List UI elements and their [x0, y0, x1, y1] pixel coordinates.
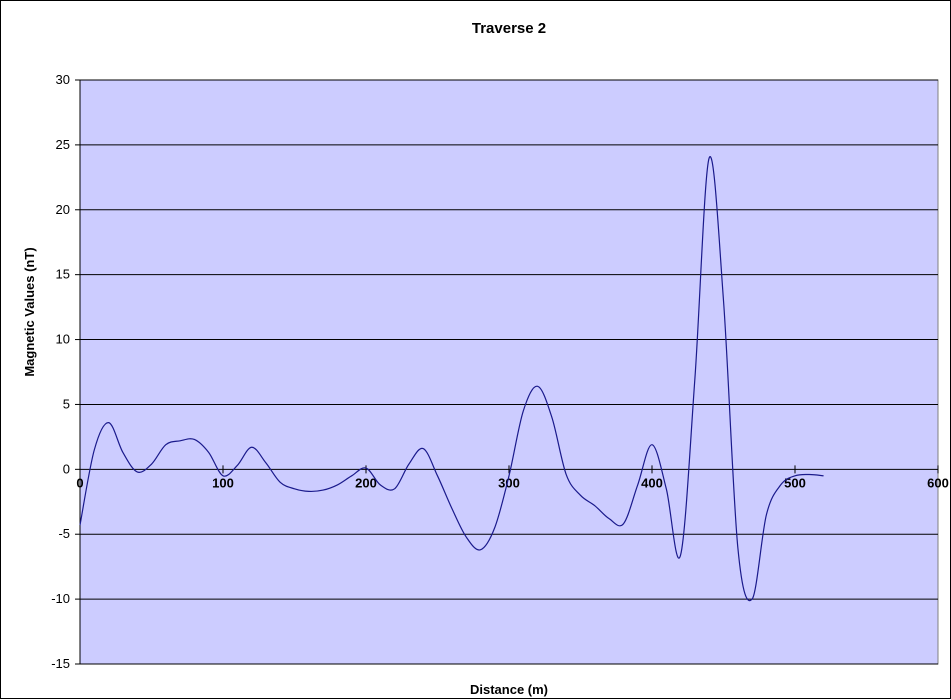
y-tick-label: 20 — [56, 202, 70, 217]
chart-title: Traverse 2 — [472, 20, 546, 37]
x-tick-label: 300 — [498, 475, 520, 490]
y-tick-label: -15 — [51, 656, 70, 671]
y-tick-label: -5 — [58, 526, 70, 541]
y-tick-label: 5 — [63, 396, 70, 411]
series-line — [79, 156, 824, 602]
y-tick-label: 25 — [56, 137, 70, 152]
y-tick-label: 15 — [56, 267, 70, 282]
y-tick-label: 30 — [56, 72, 70, 87]
plot-area — [79, 79, 939, 665]
x-tick-label: 0 — [76, 475, 83, 490]
y-axis-title: Magnetic Values (nT) — [22, 247, 37, 376]
y-tick-label: 10 — [56, 332, 70, 347]
x-tick-label: 200 — [355, 475, 377, 490]
x-tick-label: 600 — [927, 475, 949, 490]
x-tick-labels: 0 100 200 300 400 500 600 — [76, 465, 949, 490]
y-tick-label: -10 — [51, 591, 70, 606]
y-tick-labels: 30 25 20 15 10 5 0 -5 -10 -15 — [51, 72, 80, 671]
gridlines — [80, 79, 938, 665]
x-tick-label: 100 — [212, 475, 234, 490]
x-tick-label: 500 — [784, 475, 806, 490]
x-axis-title: Distance (m) — [470, 682, 548, 697]
x-tick-label: 400 — [641, 475, 663, 490]
y-tick-label: 0 — [63, 461, 70, 476]
